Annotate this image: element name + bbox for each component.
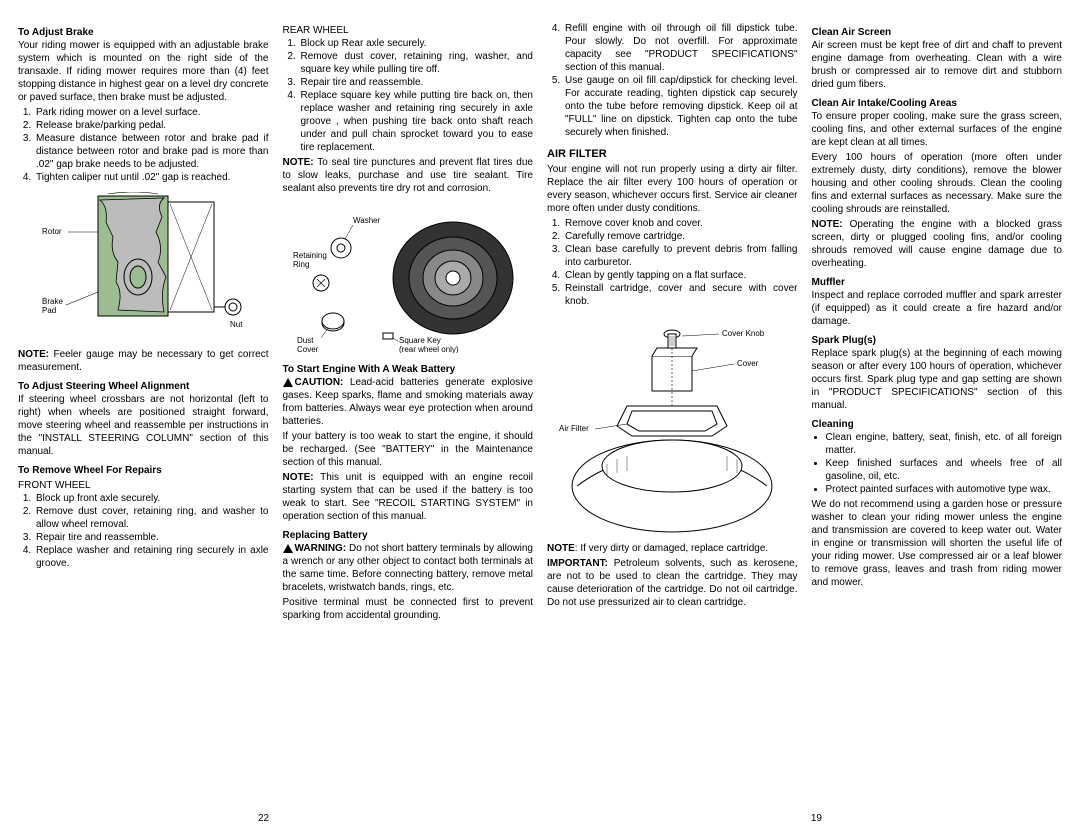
list-front-wheel: Block up front axle securely. Remove dus… bbox=[18, 492, 269, 570]
label-washer: Washer bbox=[353, 216, 381, 225]
label-nut: Nut bbox=[230, 320, 243, 329]
list-item: Clean base carefully to prevent debris f… bbox=[563, 243, 798, 269]
list-item: Use gauge on oil fill cap/dipstick for c… bbox=[563, 74, 798, 139]
para-spark: Replace spark plug(s) at the beginning o… bbox=[812, 347, 1063, 412]
note-intake: NOTE: Operating the engine with a blocke… bbox=[812, 218, 1063, 270]
label-brake-pad-2: Pad bbox=[42, 306, 56, 315]
list-item: Remove dust cover, retaining ring, washe… bbox=[299, 50, 534, 76]
label-retaining-1: Retaining bbox=[293, 251, 327, 260]
para-weak2: If your battery is too weak to start the… bbox=[283, 430, 534, 469]
page-columns: To Adjust Brake Your riding mower is equ… bbox=[18, 22, 1062, 812]
label-key-1: Square Key bbox=[399, 336, 441, 345]
heading-replacing-battery: Replacing Battery bbox=[283, 529, 534, 542]
para-air-intro: Your engine will not run properly using … bbox=[547, 163, 798, 215]
column-1: To Adjust Brake Your riding mower is equ… bbox=[18, 22, 269, 812]
page-number-left: 22 bbox=[258, 812, 269, 825]
heading-remove-wheel: To Remove Wheel For Repairs bbox=[18, 464, 269, 477]
list-item: Block up front axle securely. bbox=[34, 492, 269, 505]
list-item: Block up Rear axle securely. bbox=[299, 37, 534, 50]
list-item: Carefully remove cartridge. bbox=[563, 230, 798, 243]
heading-muffler: Muffler bbox=[812, 276, 1063, 289]
para-caution: CAUTION: Lead-acid batteries generate ex… bbox=[283, 376, 534, 428]
heading-air-filter: AIR FILTER bbox=[547, 147, 798, 161]
list-item: Park riding mower on a level surface. bbox=[34, 106, 269, 119]
list-item: Reinstall cartridge, cover and secure wi… bbox=[563, 282, 798, 308]
label-retaining-2: Ring bbox=[293, 260, 309, 269]
heading-cleaning: Cleaning bbox=[812, 418, 1063, 431]
label-dust-1: Dust bbox=[297, 336, 314, 345]
label-dust-2: Cover bbox=[297, 345, 319, 353]
heading-weak-battery: To Start Engine With A Weak Battery bbox=[283, 363, 534, 376]
column-3: Refill engine with oil through oil fill … bbox=[547, 22, 798, 812]
list-item: Clean by gently tapping on a flat surfac… bbox=[563, 269, 798, 282]
list-item: Clean engine, battery, seat, finish, etc… bbox=[826, 431, 1063, 457]
para-warning: WARNING: Do not short battery terminals … bbox=[283, 542, 534, 594]
list-item: Repair tire and reassemble. bbox=[299, 76, 534, 89]
page-number-right: 19 bbox=[811, 812, 822, 825]
list-item: Measure distance between rotor and brake… bbox=[34, 132, 269, 171]
heading-spark: Spark Plug(s) bbox=[812, 334, 1063, 347]
note-seal: NOTE: To seal tire punctures and prevent… bbox=[283, 156, 534, 195]
heading-air-screen: Clean Air Screen bbox=[812, 26, 1063, 39]
list-rear-wheel: Block up Rear axle securely. Remove dust… bbox=[283, 37, 534, 154]
page-footer: 22 19 bbox=[18, 812, 1062, 825]
column-4: Clean Air Screen Air screen must be kept… bbox=[812, 22, 1063, 812]
figure-wheel: Washer Retaining Ring Dust Cover Square … bbox=[283, 203, 534, 353]
column-2: REAR WHEEL Block up Rear axle securely. … bbox=[283, 22, 534, 812]
list-item: Tighten caliper nut until .02" gap is re… bbox=[34, 171, 269, 184]
list-brake-steps: Park riding mower on a level surface. Re… bbox=[18, 106, 269, 184]
para-important: IMPORTANT: Petroleum solvents, such as k… bbox=[547, 557, 798, 609]
label-cover: Cover bbox=[737, 359, 759, 368]
list-item: Release brake/parking pedal. bbox=[34, 119, 269, 132]
para-steering: If steering wheel crossbars are not hori… bbox=[18, 393, 269, 458]
heading-adjust-brake: To Adjust Brake bbox=[18, 26, 269, 39]
figure-brake: Rotor Brake Pad Nut bbox=[18, 192, 269, 342]
label-key-2: (rear wheel only) bbox=[399, 345, 459, 353]
note-dirty: NOTE: If very dirty or damaged, replace … bbox=[547, 542, 798, 555]
list-item: Replace square key while putting tire ba… bbox=[299, 89, 534, 154]
label-rotor: Rotor bbox=[42, 227, 62, 236]
para-muffler: Inspect and replace corroded muffler and… bbox=[812, 289, 1063, 328]
note-feeler: NOTE: Feeler gauge may be necessary to g… bbox=[18, 348, 269, 374]
warning-icon bbox=[283, 544, 293, 553]
para-brake-intro: Your riding mower is equipped with an ad… bbox=[18, 39, 269, 104]
heading-steering: To Adjust Steering Wheel Alignment bbox=[18, 380, 269, 393]
para-intake1: To ensure proper cooling, make sure the … bbox=[812, 110, 1063, 149]
para-positive: Positive terminal must be connected firs… bbox=[283, 596, 534, 622]
note-recoil: NOTE: This unit is equipped with an engi… bbox=[283, 471, 534, 523]
list-item: Repair tire and reassemble. bbox=[34, 531, 269, 544]
list-item: Protect painted surfaces with automotive… bbox=[826, 483, 1063, 496]
para-screen: Air screen must be kept free of dirt and… bbox=[812, 39, 1063, 91]
sub-rear-wheel: REAR WHEEL bbox=[283, 24, 534, 37]
list-oil-cont: Refill engine with oil through oil fill … bbox=[547, 22, 798, 139]
para-intake2: Every 100 hours of operation (more often… bbox=[812, 151, 1063, 216]
list-item: Replace washer and retaining ring secure… bbox=[34, 544, 269, 570]
list-air-steps: Remove cover knob and cover. Carefully r… bbox=[547, 217, 798, 308]
label-air-filter: Air Filter bbox=[559, 424, 589, 433]
list-item: Remove dust cover, retaining ring, and w… bbox=[34, 505, 269, 531]
figure-air-filter: Cover Knob Cover Air Filter bbox=[547, 316, 798, 536]
heading-intake: Clean Air Intake/Cooling Areas bbox=[812, 97, 1063, 110]
label-brake-pad-1: Brake bbox=[42, 297, 63, 306]
para-cleaning2: We do not recommend using a garden hose … bbox=[812, 498, 1063, 589]
list-item: Refill engine with oil through oil fill … bbox=[563, 22, 798, 74]
list-cleaning: Clean engine, battery, seat, finish, etc… bbox=[812, 431, 1063, 496]
label-cover-knob: Cover Knob bbox=[722, 329, 765, 338]
caution-icon bbox=[283, 378, 293, 387]
list-item: Remove cover knob and cover. bbox=[563, 217, 798, 230]
sub-front-wheel: FRONT WHEEL bbox=[18, 479, 269, 492]
list-item: Keep finished surfaces and wheels free o… bbox=[826, 457, 1063, 483]
